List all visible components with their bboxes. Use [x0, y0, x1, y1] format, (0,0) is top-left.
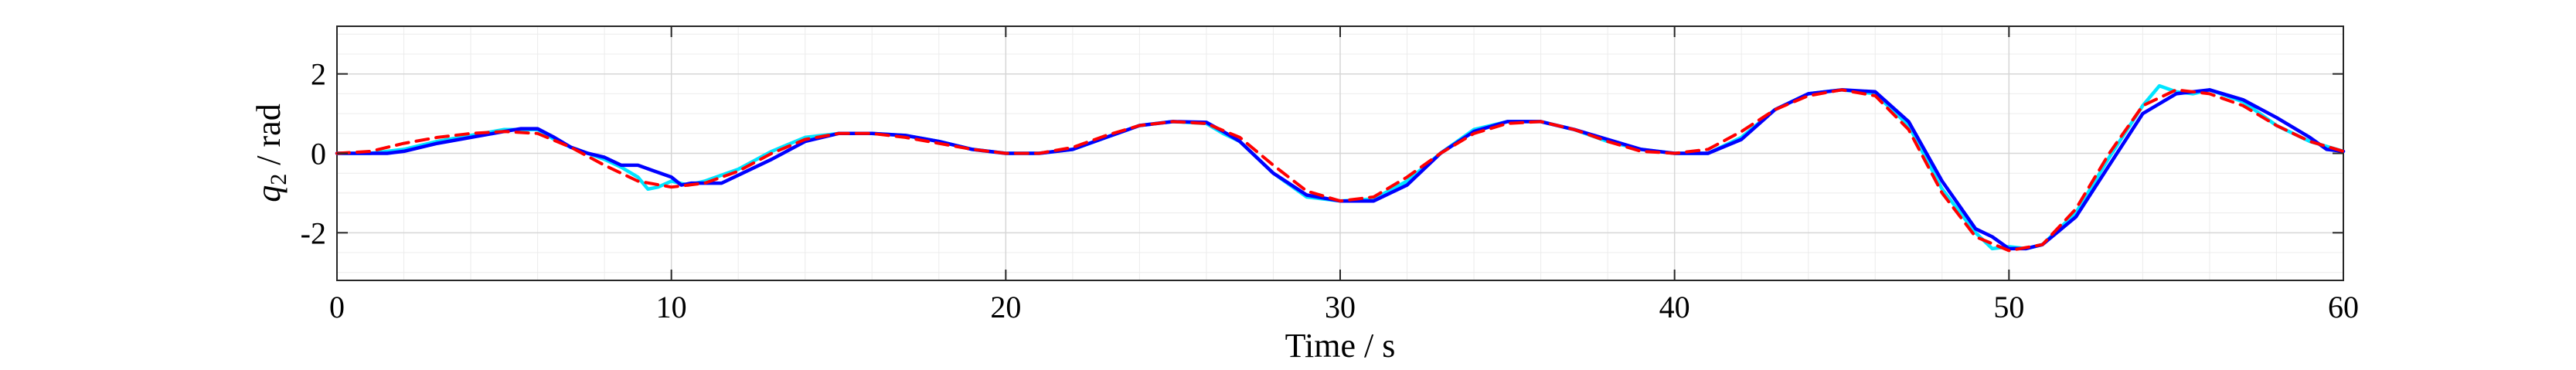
x-tick-label: 20	[990, 290, 1021, 324]
x-tick-label: 40	[1659, 290, 1690, 324]
y-axis-label-symbol: q	[250, 185, 288, 202]
y-tick-label: 2	[311, 57, 326, 92]
series-line-2	[335, 88, 2346, 251]
x-tick-label: 60	[2328, 290, 2359, 324]
y-axis-label-subscript: 2	[266, 174, 291, 185]
series-lines	[335, 83, 2346, 253]
y-tick-label: -2	[301, 216, 326, 250]
y-axis-label-unit: / rad	[250, 104, 288, 173]
x-tick-label: 50	[1993, 290, 2024, 324]
grid	[336, 26, 2344, 280]
x-axis-ticks: 0 10 20 30 40 50 60	[329, 26, 2359, 324]
x-tick-label: 10	[656, 290, 687, 324]
x-tick-label: 30	[1325, 290, 1356, 324]
y-axis-ticks: -2 0 2	[301, 57, 2343, 250]
x-tick-label: 0	[329, 290, 345, 324]
y-tick-label: 0	[311, 137, 326, 171]
series-line-3	[335, 88, 2345, 253]
y-axis-label: q2 / rad	[250, 104, 291, 202]
x-axis-label: Time / s	[1285, 327, 1396, 365]
